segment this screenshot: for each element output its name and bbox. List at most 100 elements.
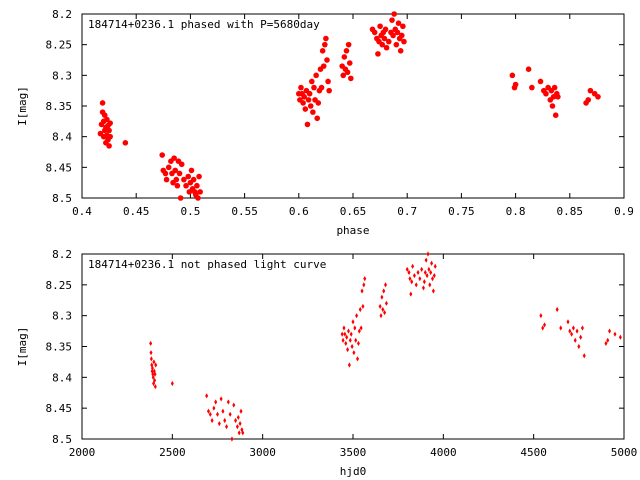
data-point xyxy=(236,414,240,421)
y-tick-label: 8.5 xyxy=(52,192,72,205)
data-point xyxy=(608,328,612,334)
data-point xyxy=(529,84,535,91)
data-point xyxy=(391,11,397,17)
data-point xyxy=(300,100,306,106)
data-point xyxy=(235,424,239,430)
data-point xyxy=(122,140,129,146)
data-point xyxy=(585,97,592,103)
data-point xyxy=(238,420,242,427)
data-point xyxy=(420,266,424,273)
data-point xyxy=(429,269,433,276)
data-point xyxy=(380,294,384,300)
data-point xyxy=(426,251,430,257)
data-point xyxy=(375,51,381,57)
data-point xyxy=(421,285,425,291)
data-point xyxy=(422,279,426,285)
data-point xyxy=(346,328,350,334)
data-point xyxy=(541,325,545,331)
data-point xyxy=(178,161,185,168)
data-point xyxy=(301,94,308,100)
x-tick-label: 0.75 xyxy=(448,205,475,218)
data-point xyxy=(194,182,200,189)
data-point xyxy=(549,103,556,109)
data-point xyxy=(234,417,238,424)
data-point xyxy=(152,359,156,365)
data-point xyxy=(381,306,385,313)
data-point xyxy=(566,319,570,325)
data-point xyxy=(104,116,110,123)
data-point xyxy=(613,331,617,337)
data-point xyxy=(210,417,214,424)
y-axis-label: I[mag] xyxy=(16,327,29,367)
data-point xyxy=(154,362,158,368)
data-point xyxy=(354,337,358,343)
data-point xyxy=(571,325,575,331)
y-tick-label: 8.2 xyxy=(52,8,72,21)
data-point xyxy=(214,399,218,405)
y-tick-label: 8.5 xyxy=(52,433,72,446)
data-point xyxy=(226,399,230,405)
data-point xyxy=(239,408,243,414)
data-point xyxy=(359,325,363,331)
data-point xyxy=(363,276,367,282)
x-tick-label: 4000 xyxy=(430,446,457,459)
data-point xyxy=(163,176,170,183)
data-point xyxy=(357,328,361,334)
data-point xyxy=(152,368,156,374)
data-point xyxy=(350,343,354,350)
data-point xyxy=(382,288,386,294)
chart-panel-phased: 0.4 0.45 0.5 0.55 0.6 0.65 0.7 0.75 0.8 0.85 0.9 8.… xyxy=(16,8,634,237)
data-point xyxy=(379,41,386,48)
data-point xyxy=(411,263,415,269)
data-point xyxy=(397,48,404,54)
data-point xyxy=(401,38,407,45)
data-point xyxy=(348,337,352,343)
data-point xyxy=(159,152,166,158)
data-point xyxy=(551,84,558,91)
data-point xyxy=(410,279,414,285)
y-tick-label: 8.3 xyxy=(52,69,72,82)
data-point xyxy=(314,115,321,122)
data-point xyxy=(197,189,203,195)
x-tick-label: 0.9 xyxy=(614,205,634,218)
data-point xyxy=(345,334,349,340)
data-point xyxy=(424,257,428,263)
data-point xyxy=(323,35,329,42)
data-point xyxy=(206,408,210,414)
data-point xyxy=(377,23,383,30)
data-point xyxy=(537,78,544,85)
y-tick-label: 8.4 xyxy=(52,371,72,384)
data-point xyxy=(416,269,420,276)
data-point xyxy=(195,195,201,201)
data-point xyxy=(587,87,594,94)
data-point xyxy=(570,331,574,337)
data-point xyxy=(539,313,543,319)
data-point xyxy=(606,337,610,343)
data-point xyxy=(384,300,388,306)
y-tick-label: 8.3 xyxy=(52,310,72,323)
data-point xyxy=(430,276,434,282)
data-point xyxy=(512,81,519,88)
data-point xyxy=(595,94,601,100)
data-point xyxy=(315,100,322,106)
data-point xyxy=(217,420,221,427)
x-tick-label: 0.8 xyxy=(506,205,526,218)
data-point xyxy=(423,269,427,276)
data-point xyxy=(341,337,345,343)
data-point xyxy=(241,430,245,436)
data-point xyxy=(153,371,157,377)
data-point xyxy=(343,48,350,54)
data-point xyxy=(347,362,351,368)
data-point xyxy=(208,411,212,417)
data-point xyxy=(358,306,362,313)
data-point xyxy=(212,405,216,411)
data-point xyxy=(407,269,411,276)
data-point xyxy=(162,170,169,177)
data-point xyxy=(555,306,559,313)
data-point xyxy=(185,173,192,180)
data-point xyxy=(107,133,113,140)
data-point xyxy=(433,263,437,269)
data-point xyxy=(311,84,317,91)
data-point xyxy=(580,325,584,331)
